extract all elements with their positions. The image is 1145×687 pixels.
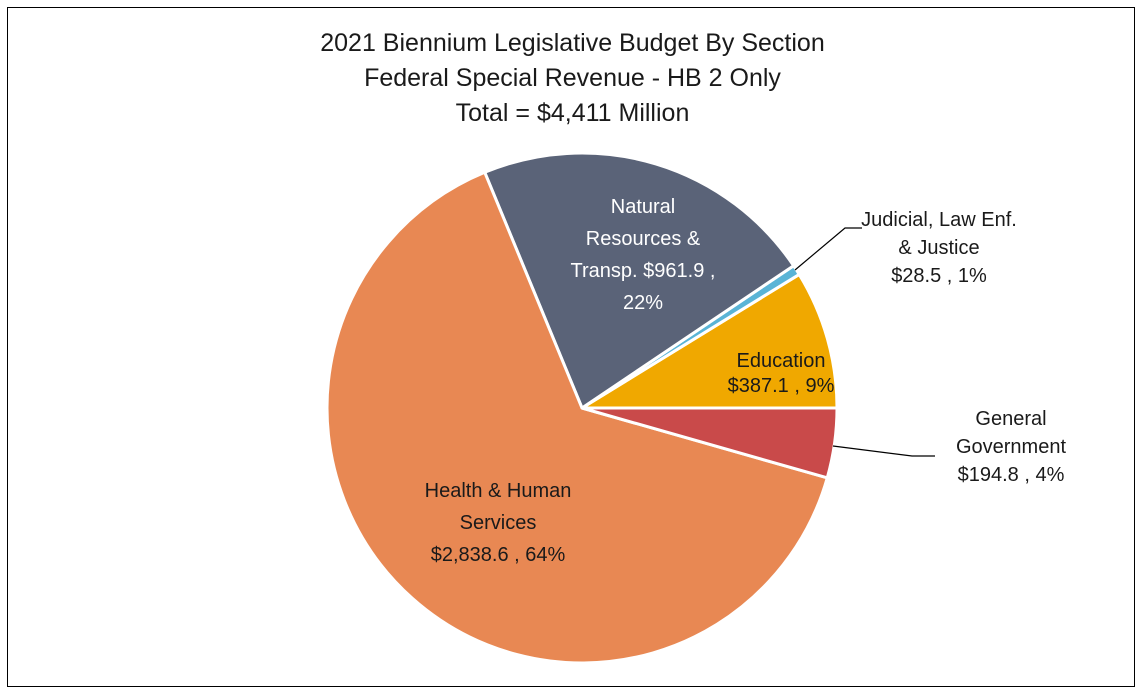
leader-line-general-government	[832, 445, 935, 457]
pie-slice-natural-resources-transp	[483, 151, 796, 410]
leader-line-judicial-law-enf-justice	[794, 227, 862, 271]
data-label-health-human-services: Health & Human Services $2,838.6 , 64%	[425, 480, 572, 566]
data-label-line: Government	[956, 436, 1066, 458]
data-label-line: Services	[460, 512, 537, 534]
data-label-line: General	[975, 408, 1046, 430]
chart-title: 2021 Biennium Legislative Budget By Sect…	[0, 26, 1145, 131]
data-label-line: Natural	[611, 196, 675, 218]
chart-title-line-3: Total = $4,411 Million	[455, 99, 690, 127]
chart-title-line-2: Federal Special Revenue - HB 2 Only	[364, 64, 781, 92]
data-label-line: & Justice	[898, 237, 979, 259]
chart-title-line-1: 2021 Biennium Legislative Budget By Sect…	[320, 29, 825, 57]
data-label-education: Education $387.1 , 9%	[728, 350, 835, 397]
data-label-line: Education	[737, 350, 826, 372]
data-label-line: $2,838.6 , 64%	[431, 544, 566, 566]
data-label-line: Health & Human	[425, 480, 572, 502]
data-label-line: 22%	[623, 292, 663, 314]
data-label-line: $387.1 , 9%	[728, 375, 835, 397]
data-label-natural-resources-transp: Natural Resources & Transp. $961.9 , 22%	[571, 196, 716, 314]
data-label-general-government: General Government $194.8 , 4%	[956, 408, 1066, 486]
data-label-line: Transp. $961.9 ,	[571, 260, 716, 282]
pie-slice-general-government	[580, 406, 839, 480]
data-label-line: $28.5 , 1%	[891, 265, 987, 287]
data-label-line: Judicial, Law Enf.	[861, 209, 1017, 231]
pie-chart: Education $387.1 , 9% Judicial, Law Enf. & …	[325, 151, 1066, 665]
pie-slice-education	[580, 272, 839, 410]
data-label-judicial-law-enf-justice: Judicial, Law Enf. & Justice $28.5 , 1%	[861, 209, 1017, 287]
pie-slice-health-human-services	[325, 170, 829, 665]
data-label-line: $194.8 , 4%	[958, 464, 1065, 486]
data-label-line: Resources &	[586, 228, 701, 250]
